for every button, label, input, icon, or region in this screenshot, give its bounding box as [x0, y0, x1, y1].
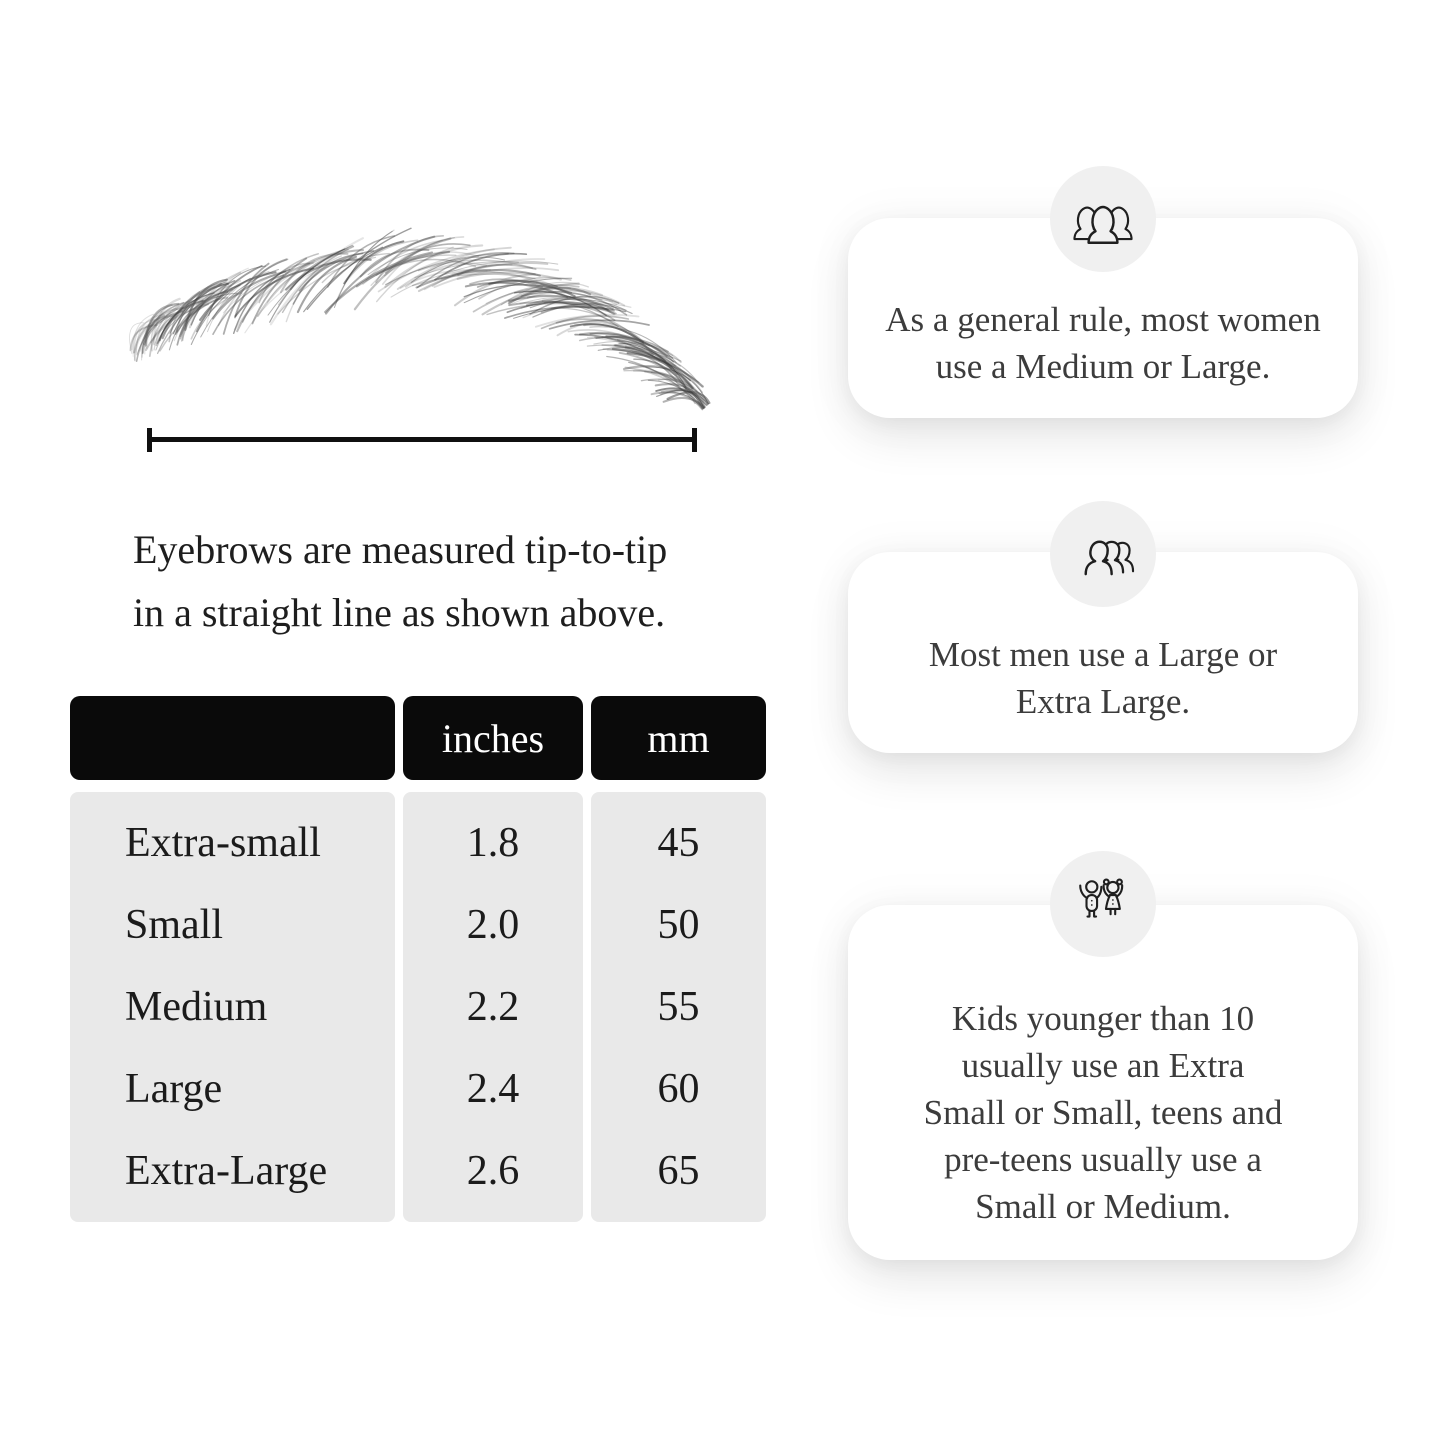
- men-group-icon: [1067, 524, 1139, 584]
- value-mm: 60: [657, 1066, 700, 1112]
- row-label: Medium: [125, 984, 268, 1030]
- card-icon-circle: [1050, 166, 1156, 272]
- table-column-inches: 1.8 2.0 2.2 2.4 2.6: [403, 792, 583, 1222]
- measurement-line: [147, 427, 697, 452]
- value-mm: 45: [657, 820, 700, 866]
- eyebrow-illustration: [129, 227, 711, 411]
- card-text: As a general rule, most women use a Medi…: [885, 300, 1321, 386]
- row-label: Extra-Large: [125, 1148, 328, 1194]
- kids-icon: [1070, 873, 1136, 935]
- value-inches: 2.2: [466, 984, 520, 1030]
- value-inches: 1.8: [466, 820, 520, 866]
- women-group-icon: [1067, 189, 1139, 249]
- card-text: Most men use a Large or Extra Large.: [928, 634, 1278, 721]
- header-cell-size: [70, 696, 395, 780]
- measurement-caption: Eyebrows are measured tip-to-tip in a st…: [133, 527, 668, 635]
- table-column-labels: Extra-small Small Medium Large Extra-Lar…: [70, 792, 395, 1222]
- row-label: Extra-small: [125, 820, 321, 866]
- card-text: Kids younger than 10 usually use an Extr…: [923, 999, 1283, 1226]
- card-icon-circle: [1050, 851, 1156, 957]
- header-cell-inches: inches: [403, 696, 583, 780]
- table-header-row: inches mm: [70, 696, 766, 780]
- row-label: Large: [125, 1066, 223, 1112]
- table-body: Extra-small Small Medium Large Extra-Lar…: [70, 792, 766, 1222]
- value-inches: 2.4: [466, 1066, 520, 1112]
- value-inches: 2.6: [466, 1148, 520, 1194]
- value-inches: 2.0: [466, 902, 520, 948]
- header-cell-mm: mm: [591, 696, 766, 780]
- value-mm: 55: [657, 984, 700, 1030]
- info-card-kids: Kids younger than 10 usually use an Extr…: [848, 905, 1358, 1260]
- row-label: Small: [125, 902, 224, 948]
- card-icon-circle: [1050, 501, 1156, 607]
- table-column-mm: 45 50 55 60 65: [591, 792, 766, 1222]
- size-table: inches mm Extra-small Small Medium Large…: [70, 696, 766, 1222]
- value-mm: 65: [657, 1148, 700, 1194]
- value-mm: 50: [657, 902, 700, 948]
